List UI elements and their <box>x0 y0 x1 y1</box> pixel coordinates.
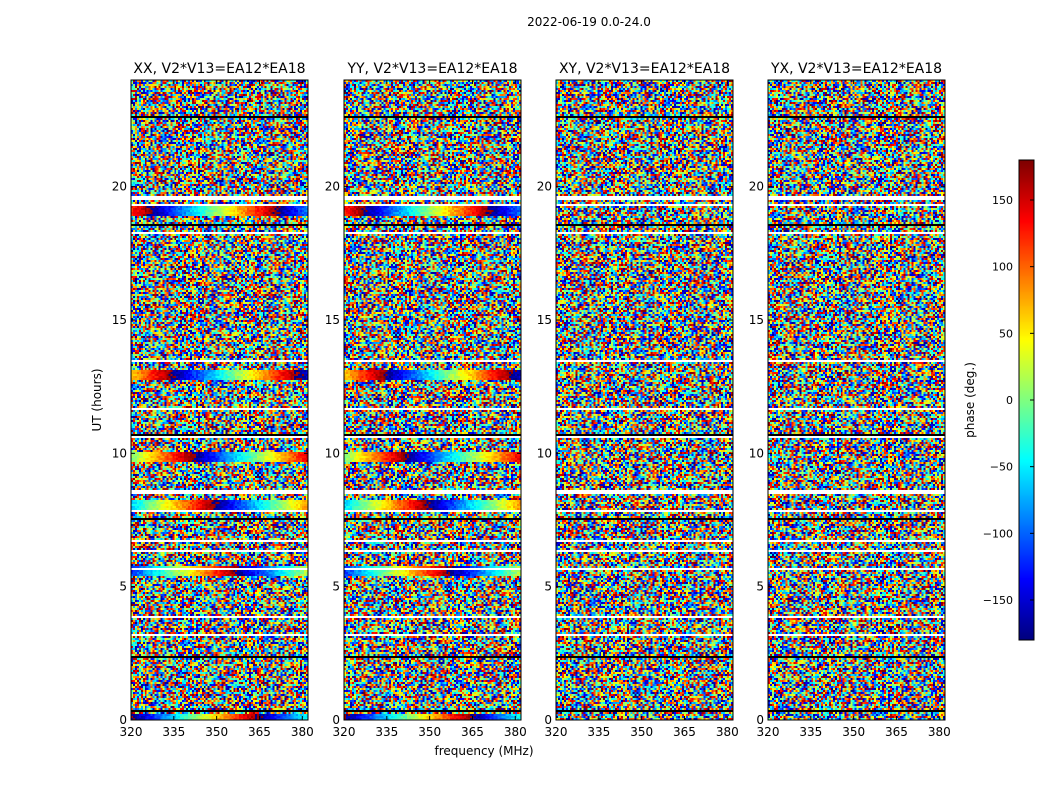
heatmap-image <box>768 80 945 720</box>
panel-2: XY, V2*V13=EA12*EA18 320 335 350 365 380 0 5 10 1… <box>537 61 739 739</box>
x-tick-label: 365 <box>248 725 271 739</box>
panels: XX, V2*V13=EA12*EA18 320 335 350 365 380 0 5 10 1… <box>112 61 951 739</box>
x-tick-label: 320 <box>120 725 143 739</box>
figure-suptitle: 2022-06-19 0.0-24.0 <box>527 15 651 29</box>
y-tick-label: 0 <box>332 713 340 727</box>
x-tick-label: 380 <box>504 725 527 739</box>
axes-frame <box>555 79 734 721</box>
colorbar-gradient <box>1019 160 1034 640</box>
y-tick-label: 15 <box>749 313 764 327</box>
y-tick-label: 0 <box>756 713 764 727</box>
y-tick-label: 5 <box>119 580 127 594</box>
heatmap-image <box>556 80 733 720</box>
x-tick-label: 350 <box>205 725 228 739</box>
y-tick-label: 5 <box>544 580 552 594</box>
colorbar-tick-label: 150 <box>992 194 1013 207</box>
x-axis-label: frequency (MHz) <box>434 744 533 758</box>
colorbar-label: phase (deg.) <box>963 362 977 438</box>
panel-title: YY, V2*V13=EA12*EA18 <box>346 61 517 77</box>
y-tick-label: 10 <box>112 446 127 460</box>
y-tick-label: 5 <box>756 580 764 594</box>
x-tick-label: 350 <box>630 725 653 739</box>
panel-0: XX, V2*V13=EA12*EA18 320 335 350 365 380 0 5 10 1… <box>112 61 314 739</box>
colorbar: 150 100 50 0 −50 −100 −150 <box>983 159 1035 641</box>
y-tick-label: 15 <box>325 313 340 327</box>
x-tick-label: 365 <box>461 725 484 739</box>
x-tick-label: 380 <box>716 725 739 739</box>
x-tick-label: 320 <box>545 725 568 739</box>
y-tick-label: 20 <box>749 180 764 194</box>
colorbar-tick-label: 50 <box>999 327 1013 340</box>
x-tick-label: 320 <box>333 725 356 739</box>
heatmap-image <box>131 80 308 720</box>
y-tick-label: 10 <box>749 446 764 460</box>
panel-title: XY, V2*V13=EA12*EA18 <box>559 61 730 77</box>
axes-frame <box>343 79 522 721</box>
y-tick-label: 20 <box>537 180 552 194</box>
x-tick-label: 335 <box>799 725 822 739</box>
panel-3: YX, V2*V13=EA12*EA18 320 335 350 365 380 0 5 10 1… <box>749 61 951 739</box>
y-tick-label: 10 <box>325 446 340 460</box>
colorbar-tick-label: −150 <box>983 594 1013 607</box>
y-tick-label: 20 <box>325 180 340 194</box>
x-tick-label: 380 <box>928 725 951 739</box>
colorbar-tick-label: 0 <box>1006 394 1013 407</box>
x-tick-label: 335 <box>162 725 185 739</box>
x-tick-label: 365 <box>885 725 908 739</box>
axes-frame <box>767 79 946 721</box>
colorbar-tick-label: 100 <box>992 261 1013 274</box>
panel-1: YY, V2*V13=EA12*EA18 320 335 350 365 380 0 5 10 1… <box>325 61 527 739</box>
y-tick-label: 20 <box>112 180 127 194</box>
y-tick-label: 15 <box>537 313 552 327</box>
y-tick-label: 0 <box>544 713 552 727</box>
y-axis-label: UT (hours) <box>90 368 104 431</box>
x-tick-label: 350 <box>418 725 441 739</box>
panel-title: XX, V2*V13=EA12*EA18 <box>133 61 305 77</box>
y-tick-label: 0 <box>119 713 127 727</box>
y-tick-label: 5 <box>332 580 340 594</box>
x-tick-label: 335 <box>375 725 398 739</box>
x-tick-label: 335 <box>587 725 610 739</box>
colorbar-tick-label: −100 <box>983 527 1013 540</box>
y-tick-label: 15 <box>112 313 127 327</box>
heatmap-image <box>344 80 521 720</box>
x-tick-label: 350 <box>842 725 865 739</box>
y-tick-label: 10 <box>537 446 552 460</box>
x-tick-label: 320 <box>757 725 780 739</box>
x-tick-label: 365 <box>673 725 696 739</box>
axes-frame <box>130 79 309 721</box>
colorbar-tick-label: −50 <box>990 461 1013 474</box>
panel-title: YX, V2*V13=EA12*EA18 <box>770 61 942 77</box>
x-tick-label: 380 <box>291 725 314 739</box>
